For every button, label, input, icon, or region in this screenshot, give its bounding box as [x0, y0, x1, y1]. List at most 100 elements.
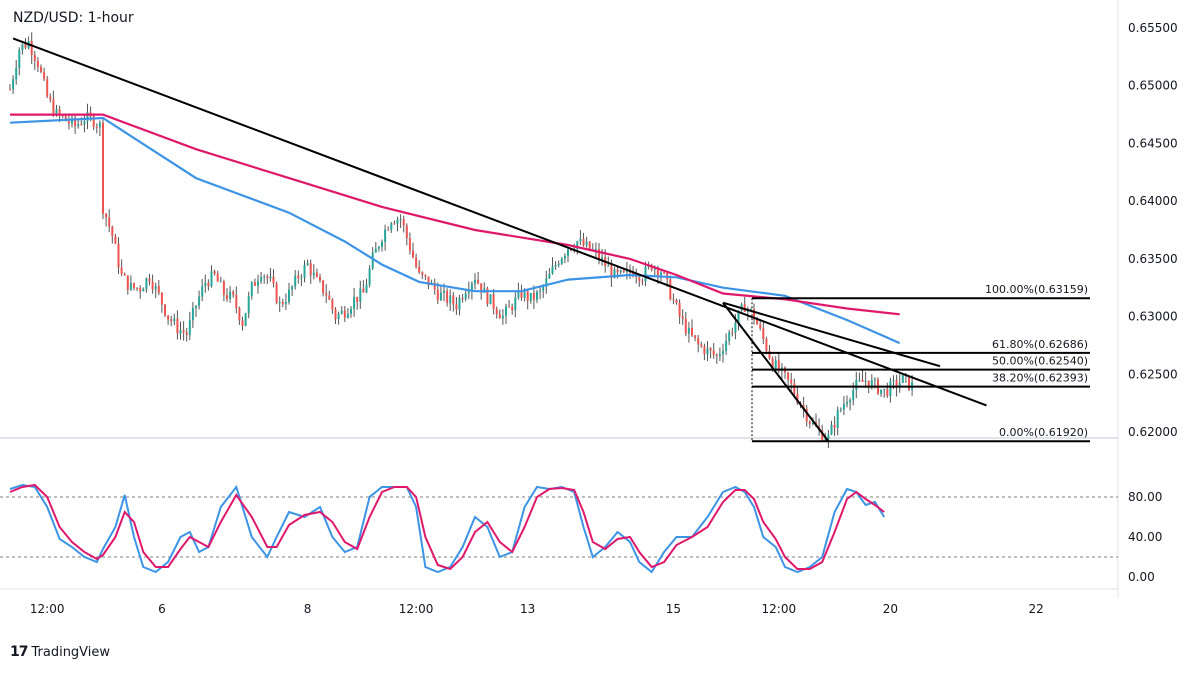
candle-body	[201, 286, 204, 297]
candle-body	[64, 116, 67, 122]
stochastic-axis: 80.00 40.00 0.00	[1128, 490, 1162, 584]
candle-body	[408, 238, 411, 251]
candle-body	[802, 405, 805, 409]
candle-body	[260, 276, 263, 282]
candle-body	[297, 275, 300, 279]
candle-body	[880, 389, 883, 394]
trendline[interactable]	[12, 37, 987, 407]
candle-body	[71, 117, 73, 124]
candle-body	[120, 267, 123, 274]
candle-body	[117, 243, 120, 268]
candle-body	[895, 380, 898, 388]
candle-body	[774, 360, 777, 370]
candle-body	[359, 288, 362, 302]
candle-body	[36, 60, 39, 67]
candle-body	[474, 279, 476, 284]
candle-body	[765, 339, 768, 352]
candle-body	[384, 229, 387, 242]
fib-level-label: 100.00%(0.63159)	[985, 283, 1088, 296]
candle-body	[852, 389, 855, 401]
candle-body	[697, 338, 700, 345]
candle-body	[808, 421, 811, 424]
candle-body	[281, 301, 284, 305]
candle-body	[412, 250, 414, 258]
candle-body	[687, 327, 690, 334]
candle-body	[824, 439, 827, 441]
candle-body	[684, 318, 687, 334]
candle-body	[24, 44, 27, 48]
candle-body	[253, 282, 256, 286]
candle-body	[489, 294, 492, 305]
candle-body	[461, 298, 464, 300]
candle-body	[768, 351, 771, 359]
candle-body	[672, 299, 675, 301]
candle-body	[390, 223, 393, 230]
candle-body	[95, 126, 98, 128]
candle-body	[250, 282, 253, 296]
candle-body	[889, 381, 892, 396]
candle-body	[861, 379, 864, 382]
candle-body	[821, 430, 824, 441]
price-tick-label: 0.62500	[1128, 367, 1178, 381]
candle-body	[520, 290, 523, 298]
trendline[interactable]	[722, 302, 830, 442]
candle-body	[74, 117, 77, 127]
candle-body	[83, 121, 86, 125]
candle-body	[700, 344, 703, 347]
candle-body	[793, 383, 796, 394]
candle-body	[830, 424, 833, 435]
candle-body	[294, 275, 297, 287]
candle-body	[598, 249, 600, 259]
candle-body	[886, 388, 889, 396]
candle-body	[148, 278, 151, 282]
candle-body	[173, 318, 176, 322]
candle-body	[222, 281, 225, 296]
candle-body	[588, 241, 591, 250]
price-axis: 0.65500 0.65000 0.64500 0.64000 0.63500 0.630…	[1128, 21, 1178, 439]
candle-body	[703, 346, 706, 355]
candle-body	[737, 310, 740, 323]
candle-body	[452, 295, 455, 305]
candle-body	[771, 358, 774, 370]
candle-body	[873, 379, 876, 381]
candle-body	[501, 315, 504, 319]
candle-body	[244, 313, 247, 326]
candle-body	[458, 298, 461, 310]
candle-body	[303, 265, 306, 278]
tradingview-branding: 17 TradingView	[10, 644, 110, 660]
candle-body	[706, 348, 709, 355]
time-tick-label: 15	[666, 602, 681, 616]
candle-body	[867, 380, 870, 388]
candle-body	[216, 273, 219, 282]
candle-body	[594, 249, 597, 251]
candle-body	[641, 281, 644, 283]
candle-body	[312, 272, 315, 276]
time-tick-label: 13	[520, 602, 535, 616]
candle-body	[191, 307, 194, 321]
candle-body	[858, 379, 861, 381]
candle-body	[796, 393, 799, 403]
stochastic-tick-label: 40.00	[1128, 530, 1162, 544]
candle-body	[694, 335, 697, 339]
candle-body	[288, 289, 290, 303]
candle-body	[545, 278, 548, 287]
candle-body	[33, 55, 36, 61]
candle-body	[232, 291, 235, 295]
candle-body	[340, 310, 343, 314]
candle-body	[356, 296, 359, 302]
candle-body	[402, 219, 405, 226]
candle-body	[241, 320, 244, 326]
stochastic-lines	[9, 483, 886, 574]
candle-body	[58, 109, 61, 116]
candle-body	[67, 121, 70, 124]
candle-body	[415, 257, 418, 267]
candle-body	[9, 89, 11, 91]
candle-body	[226, 295, 228, 300]
candle-body	[424, 274, 427, 277]
time-tick-label: 12:00	[30, 602, 65, 616]
candle-body	[381, 241, 383, 247]
candle-body	[892, 380, 895, 382]
trendline[interactable]	[722, 301, 941, 368]
candle-body	[306, 263, 309, 266]
candle-body	[346, 313, 349, 318]
